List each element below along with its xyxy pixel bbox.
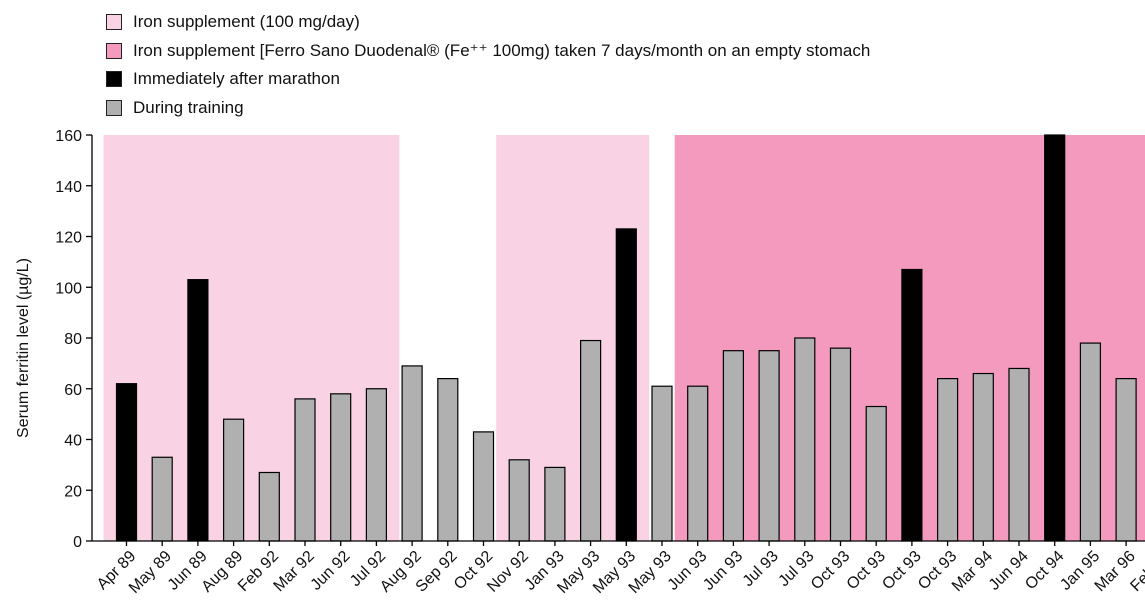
y-tick-label-40: 40 [64, 433, 82, 450]
y-tick-label-120: 120 [55, 230, 82, 247]
legend: Iron supplement (100 mg/day) Iron supple… [106, 8, 870, 122]
x-tick-label-23: Oct 93 [879, 548, 924, 593]
y-tick-label-80: 80 [64, 331, 82, 348]
bar-27 [1044, 134, 1066, 542]
x-tick-label-17: Jun 93 [665, 548, 711, 594]
bar-15 [615, 228, 637, 542]
legend-label-after-marathon: Immediately after marathon [133, 69, 340, 89]
legend-item-during-training: During training [106, 94, 870, 123]
bar-14 [579, 339, 602, 542]
bar-13 [544, 466, 566, 542]
x-tick-label-6: Mar 92 [271, 548, 318, 595]
bar-24 [936, 378, 959, 542]
bar-23 [901, 268, 923, 542]
x-tick-label-18: Jun 93 [700, 548, 746, 594]
bars [115, 134, 1137, 542]
bar-6 [294, 398, 316, 542]
legend-swatch-iron-supplement [106, 14, 122, 31]
x-tick-label-26: Jun 94 [986, 548, 1032, 594]
legend-item-iron-supplement: Iron supplement (100 mg/day) [106, 8, 870, 37]
bar-3 [187, 279, 209, 542]
bar-17 [687, 385, 709, 542]
legend-item-after-marathon: Immediately after marathon [106, 65, 870, 94]
x-tick-label-22: Oct 93 [844, 548, 889, 593]
bar-28 [1079, 342, 1102, 542]
bar-21 [829, 347, 852, 542]
bar-19 [758, 350, 780, 542]
bar-5 [258, 471, 280, 542]
bar-1 [115, 383, 138, 542]
x-tick-label-7: Jun 92 [308, 548, 354, 594]
bar-2 [151, 456, 173, 542]
x-tick-label-25: Mar 94 [949, 548, 996, 595]
bar-22 [865, 405, 887, 542]
bar-20 [794, 337, 816, 542]
bar-9 [401, 365, 423, 542]
legend-item-ferro-sano: Iron supplement [Ferro Sano Duodenal® (F… [106, 37, 870, 66]
bar-26 [1008, 367, 1030, 542]
legend-swatch-ferro-sano [106, 42, 122, 59]
legend-label-during-training: During training [133, 97, 244, 117]
y-tick-label-60: 60 [64, 382, 82, 399]
legend-label-iron-supplement: Iron supplement (100 mg/day) [133, 12, 360, 32]
bar-4 [223, 418, 245, 542]
bar-12 [508, 459, 530, 542]
legend-label-ferro-sano: Iron supplement [Ferro Sano Duodenal® (F… [133, 40, 871, 60]
y-tick-label-140: 140 [55, 179, 82, 196]
y-tick-label-100: 100 [55, 280, 82, 297]
axes [86, 134, 1145, 546]
bar-10 [437, 378, 459, 542]
bar-7 [330, 393, 352, 542]
bar-16 [651, 385, 673, 542]
x-tick-label-19: Jul 93 [740, 548, 782, 590]
bar-18 [722, 350, 745, 542]
y-tick-label-20: 20 [64, 483, 82, 500]
y-axis-label: Serum ferritin level (µg/L) [15, 258, 32, 438]
bar-8 [365, 388, 387, 542]
bar-29 [1115, 378, 1137, 542]
bar-25 [972, 372, 994, 542]
y-tick-labels: 0 20 40 60 80 100 120 140 160 [55, 128, 82, 551]
y-tick-label-160: 160 [55, 128, 82, 145]
legend-swatch-after-marathon [106, 71, 122, 88]
legend-swatch-during-training [106, 99, 122, 116]
bar-11 [472, 431, 495, 542]
y-tick-label-0: 0 [73, 534, 82, 551]
x-tick-label-21: Oct 93 [808, 548, 853, 593]
